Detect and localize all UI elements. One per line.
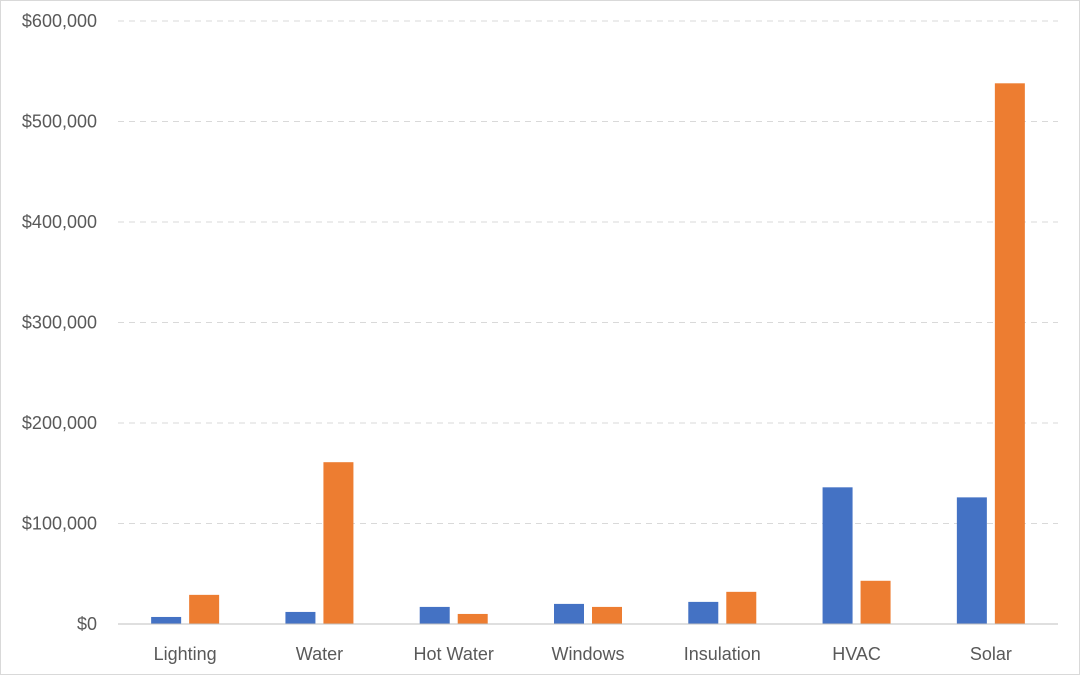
y-tick-label: $200,000 bbox=[22, 413, 97, 433]
x-tick-label: Hot Water bbox=[414, 644, 494, 664]
x-tick-label: Windows bbox=[551, 644, 624, 664]
gridlines bbox=[118, 20, 1058, 524]
x-tick-label: Solar bbox=[970, 644, 1012, 664]
x-tick-label: Insulation bbox=[684, 644, 761, 664]
bar-windows-series-1 bbox=[554, 603, 584, 624]
bar-windows-series-2 bbox=[592, 606, 622, 624]
y-tick-label: $500,000 bbox=[22, 112, 97, 132]
y-tick-label: $0 bbox=[77, 614, 97, 634]
bar-hvac-series-1 bbox=[822, 487, 853, 624]
x-tick-label: HVAC bbox=[832, 644, 881, 664]
y-tick-label: $400,000 bbox=[22, 212, 97, 232]
bar-insulation-series-2 bbox=[726, 591, 757, 624]
bar-solar-series-2 bbox=[994, 83, 1025, 624]
y-tick-label: $300,000 bbox=[22, 313, 97, 333]
bar-water-series-1 bbox=[285, 611, 316, 624]
bar-water-series-2 bbox=[323, 462, 354, 624]
bar-hot-water-series-2 bbox=[457, 613, 488, 624]
bars bbox=[151, 83, 1025, 624]
y-tick-label: $600,000 bbox=[22, 11, 97, 31]
x-axis-tick-labels: Lighting Water Hot Water Windows Insulation H… bbox=[154, 644, 1012, 664]
bar-insulation-series-1 bbox=[688, 601, 719, 624]
y-axis-tick-labels: $0 $100,000 $200,000 $300,000 $400,000 $500,0… bbox=[22, 11, 97, 634]
y-tick-label: $100,000 bbox=[22, 514, 97, 534]
bar-lighting-series-2 bbox=[189, 594, 220, 624]
x-tick-label: Lighting bbox=[154, 644, 217, 664]
bar-lighting-series-1 bbox=[151, 616, 182, 624]
bar-hot-water-series-1 bbox=[419, 606, 450, 624]
bar-hvac-series-2 bbox=[860, 580, 891, 624]
x-tick-label: Water bbox=[296, 644, 343, 664]
bar-solar-series-1 bbox=[956, 497, 987, 624]
